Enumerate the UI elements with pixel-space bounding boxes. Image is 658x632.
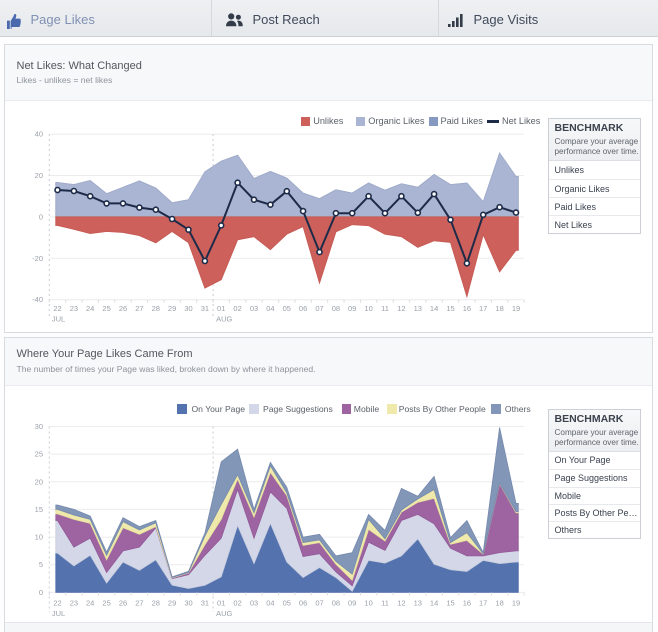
svg-text:15: 15 (446, 304, 454, 313)
svg-text:31: 31 (201, 304, 209, 313)
svg-text:09: 09 (348, 599, 356, 608)
svg-text:15: 15 (35, 505, 43, 514)
svg-text:28: 28 (152, 599, 160, 608)
svg-text:22: 22 (53, 304, 61, 313)
svg-text:04: 04 (266, 304, 274, 313)
svg-text:16: 16 (463, 304, 471, 313)
svg-text:20: 20 (35, 171, 43, 180)
svg-text:27: 27 (135, 599, 143, 608)
svg-text:18: 18 (495, 599, 503, 608)
svg-text:-40: -40 (32, 295, 43, 304)
svg-text:30: 30 (35, 422, 43, 431)
svg-text:24: 24 (86, 599, 94, 608)
svg-text:13: 13 (414, 599, 422, 608)
svg-text:25: 25 (35, 450, 43, 459)
svg-text:12: 12 (397, 599, 405, 608)
svg-text:-20: -20 (32, 254, 43, 263)
svg-text:10: 10 (364, 599, 372, 608)
svg-text:AUG: AUG (216, 609, 232, 618)
svg-text:07: 07 (315, 599, 323, 608)
svg-text:26: 26 (119, 304, 127, 313)
svg-text:05: 05 (283, 599, 291, 608)
svg-text:08: 08 (332, 304, 340, 313)
svg-text:15: 15 (446, 599, 454, 608)
svg-text:01: 01 (217, 304, 225, 313)
svg-text:10: 10 (35, 533, 43, 542)
svg-text:03: 03 (250, 599, 258, 608)
svg-text:14: 14 (430, 599, 438, 608)
svg-text:17: 17 (479, 304, 487, 313)
svg-text:28: 28 (152, 304, 160, 313)
svg-text:22: 22 (53, 599, 61, 608)
svg-text:06: 06 (299, 599, 307, 608)
svg-text:19: 19 (512, 304, 520, 313)
svg-text:30: 30 (184, 599, 192, 608)
svg-text:05: 05 (283, 304, 291, 313)
svg-text:31: 31 (201, 599, 209, 608)
svg-text:11: 11 (381, 304, 389, 313)
svg-text:23: 23 (70, 304, 78, 313)
svg-text:40: 40 (35, 130, 43, 139)
svg-text:07: 07 (315, 304, 323, 313)
svg-text:26: 26 (119, 599, 127, 608)
svg-text:13: 13 (414, 304, 422, 313)
svg-text:AUG: AUG (216, 315, 232, 324)
svg-text:23: 23 (70, 599, 78, 608)
svg-text:25: 25 (102, 304, 110, 313)
svg-text:02: 02 (233, 599, 241, 608)
svg-text:20: 20 (35, 477, 43, 486)
svg-text:04: 04 (266, 599, 274, 608)
svg-text:27: 27 (135, 304, 143, 313)
svg-text:01: 01 (217, 599, 225, 608)
svg-text:16: 16 (463, 599, 471, 608)
svg-text:12: 12 (397, 304, 405, 313)
svg-text:11: 11 (381, 599, 389, 608)
svg-text:14: 14 (430, 304, 438, 313)
svg-text:24: 24 (86, 304, 94, 313)
svg-text:08: 08 (332, 599, 340, 608)
svg-text:03: 03 (250, 304, 258, 313)
svg-text:0: 0 (39, 212, 43, 221)
svg-text:29: 29 (168, 599, 176, 608)
svg-text:10: 10 (364, 304, 372, 313)
svg-text:09: 09 (348, 304, 356, 313)
svg-text:18: 18 (495, 304, 503, 313)
svg-text:06: 06 (299, 304, 307, 313)
svg-text:19: 19 (512, 599, 520, 608)
svg-text:17: 17 (479, 599, 487, 608)
svg-text:JUL: JUL (52, 609, 65, 618)
svg-text:02: 02 (233, 304, 241, 313)
svg-text:JUL: JUL (52, 315, 65, 324)
svg-text:5: 5 (39, 560, 43, 569)
svg-text:0: 0 (39, 588, 43, 597)
svg-text:29: 29 (168, 304, 176, 313)
svg-text:30: 30 (184, 304, 192, 313)
svg-text:25: 25 (102, 599, 110, 608)
